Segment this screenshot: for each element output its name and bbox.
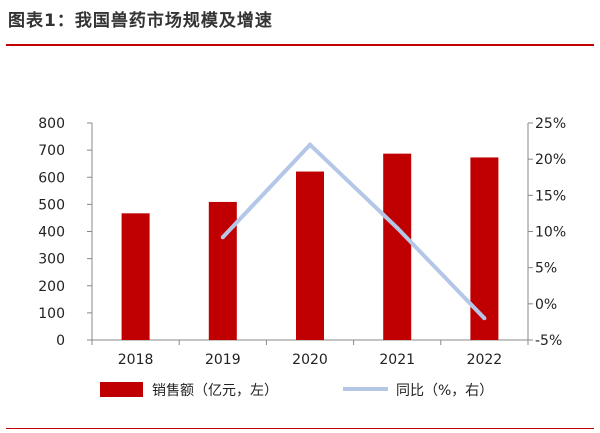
y-right-tick-label: 5% — [535, 261, 557, 277]
y-left-tick-label: 400 — [38, 225, 65, 241]
bottom-divider — [6, 428, 594, 429]
x-tick-label: 2022 — [467, 352, 503, 368]
y-left-tick-label: 300 — [38, 252, 65, 268]
legend-label-line: 同比（%，右） — [396, 383, 493, 399]
y-left-tick-label: 100 — [38, 306, 65, 322]
figure-title: 图表1：我国兽药市场规模及增速 — [8, 11, 273, 31]
line-series — [221, 141, 486, 320]
y-right-tick-label: -5% — [535, 333, 562, 349]
x-tick-label: 2018 — [118, 352, 154, 368]
line-point — [482, 316, 487, 321]
y-right-tick-label: 20% — [535, 152, 566, 168]
y-right-tick-label: 25% — [535, 116, 566, 132]
bar — [470, 157, 499, 340]
line-point — [220, 235, 225, 240]
bar — [208, 201, 237, 340]
y-left-tick-label: 600 — [38, 170, 65, 186]
legend-label-bar: 销售额（亿元，左） — [152, 383, 278, 399]
y-left-tick-label: 500 — [38, 197, 65, 213]
x-tick-label: 2019 — [205, 352, 241, 368]
y-left-tick-label: 800 — [38, 116, 65, 132]
line-point — [395, 225, 400, 230]
y-left-tick-label: 0 — [56, 333, 65, 349]
y-left-tick-label: 700 — [38, 143, 65, 159]
title-divider — [6, 44, 594, 46]
x-tick-label: 2021 — [379, 352, 415, 368]
bar — [383, 153, 412, 340]
x-tick-label: 2020 — [292, 352, 328, 368]
y-right-tick-label: 15% — [535, 188, 566, 204]
legend-swatch-bar — [100, 382, 143, 397]
bar — [121, 213, 150, 340]
y-right-tick-label: 10% — [535, 225, 566, 241]
y-right-tick-label: 0% — [535, 297, 557, 313]
y-left-tick-label: 200 — [38, 279, 65, 295]
line-point — [308, 142, 312, 147]
bar — [296, 171, 324, 340]
